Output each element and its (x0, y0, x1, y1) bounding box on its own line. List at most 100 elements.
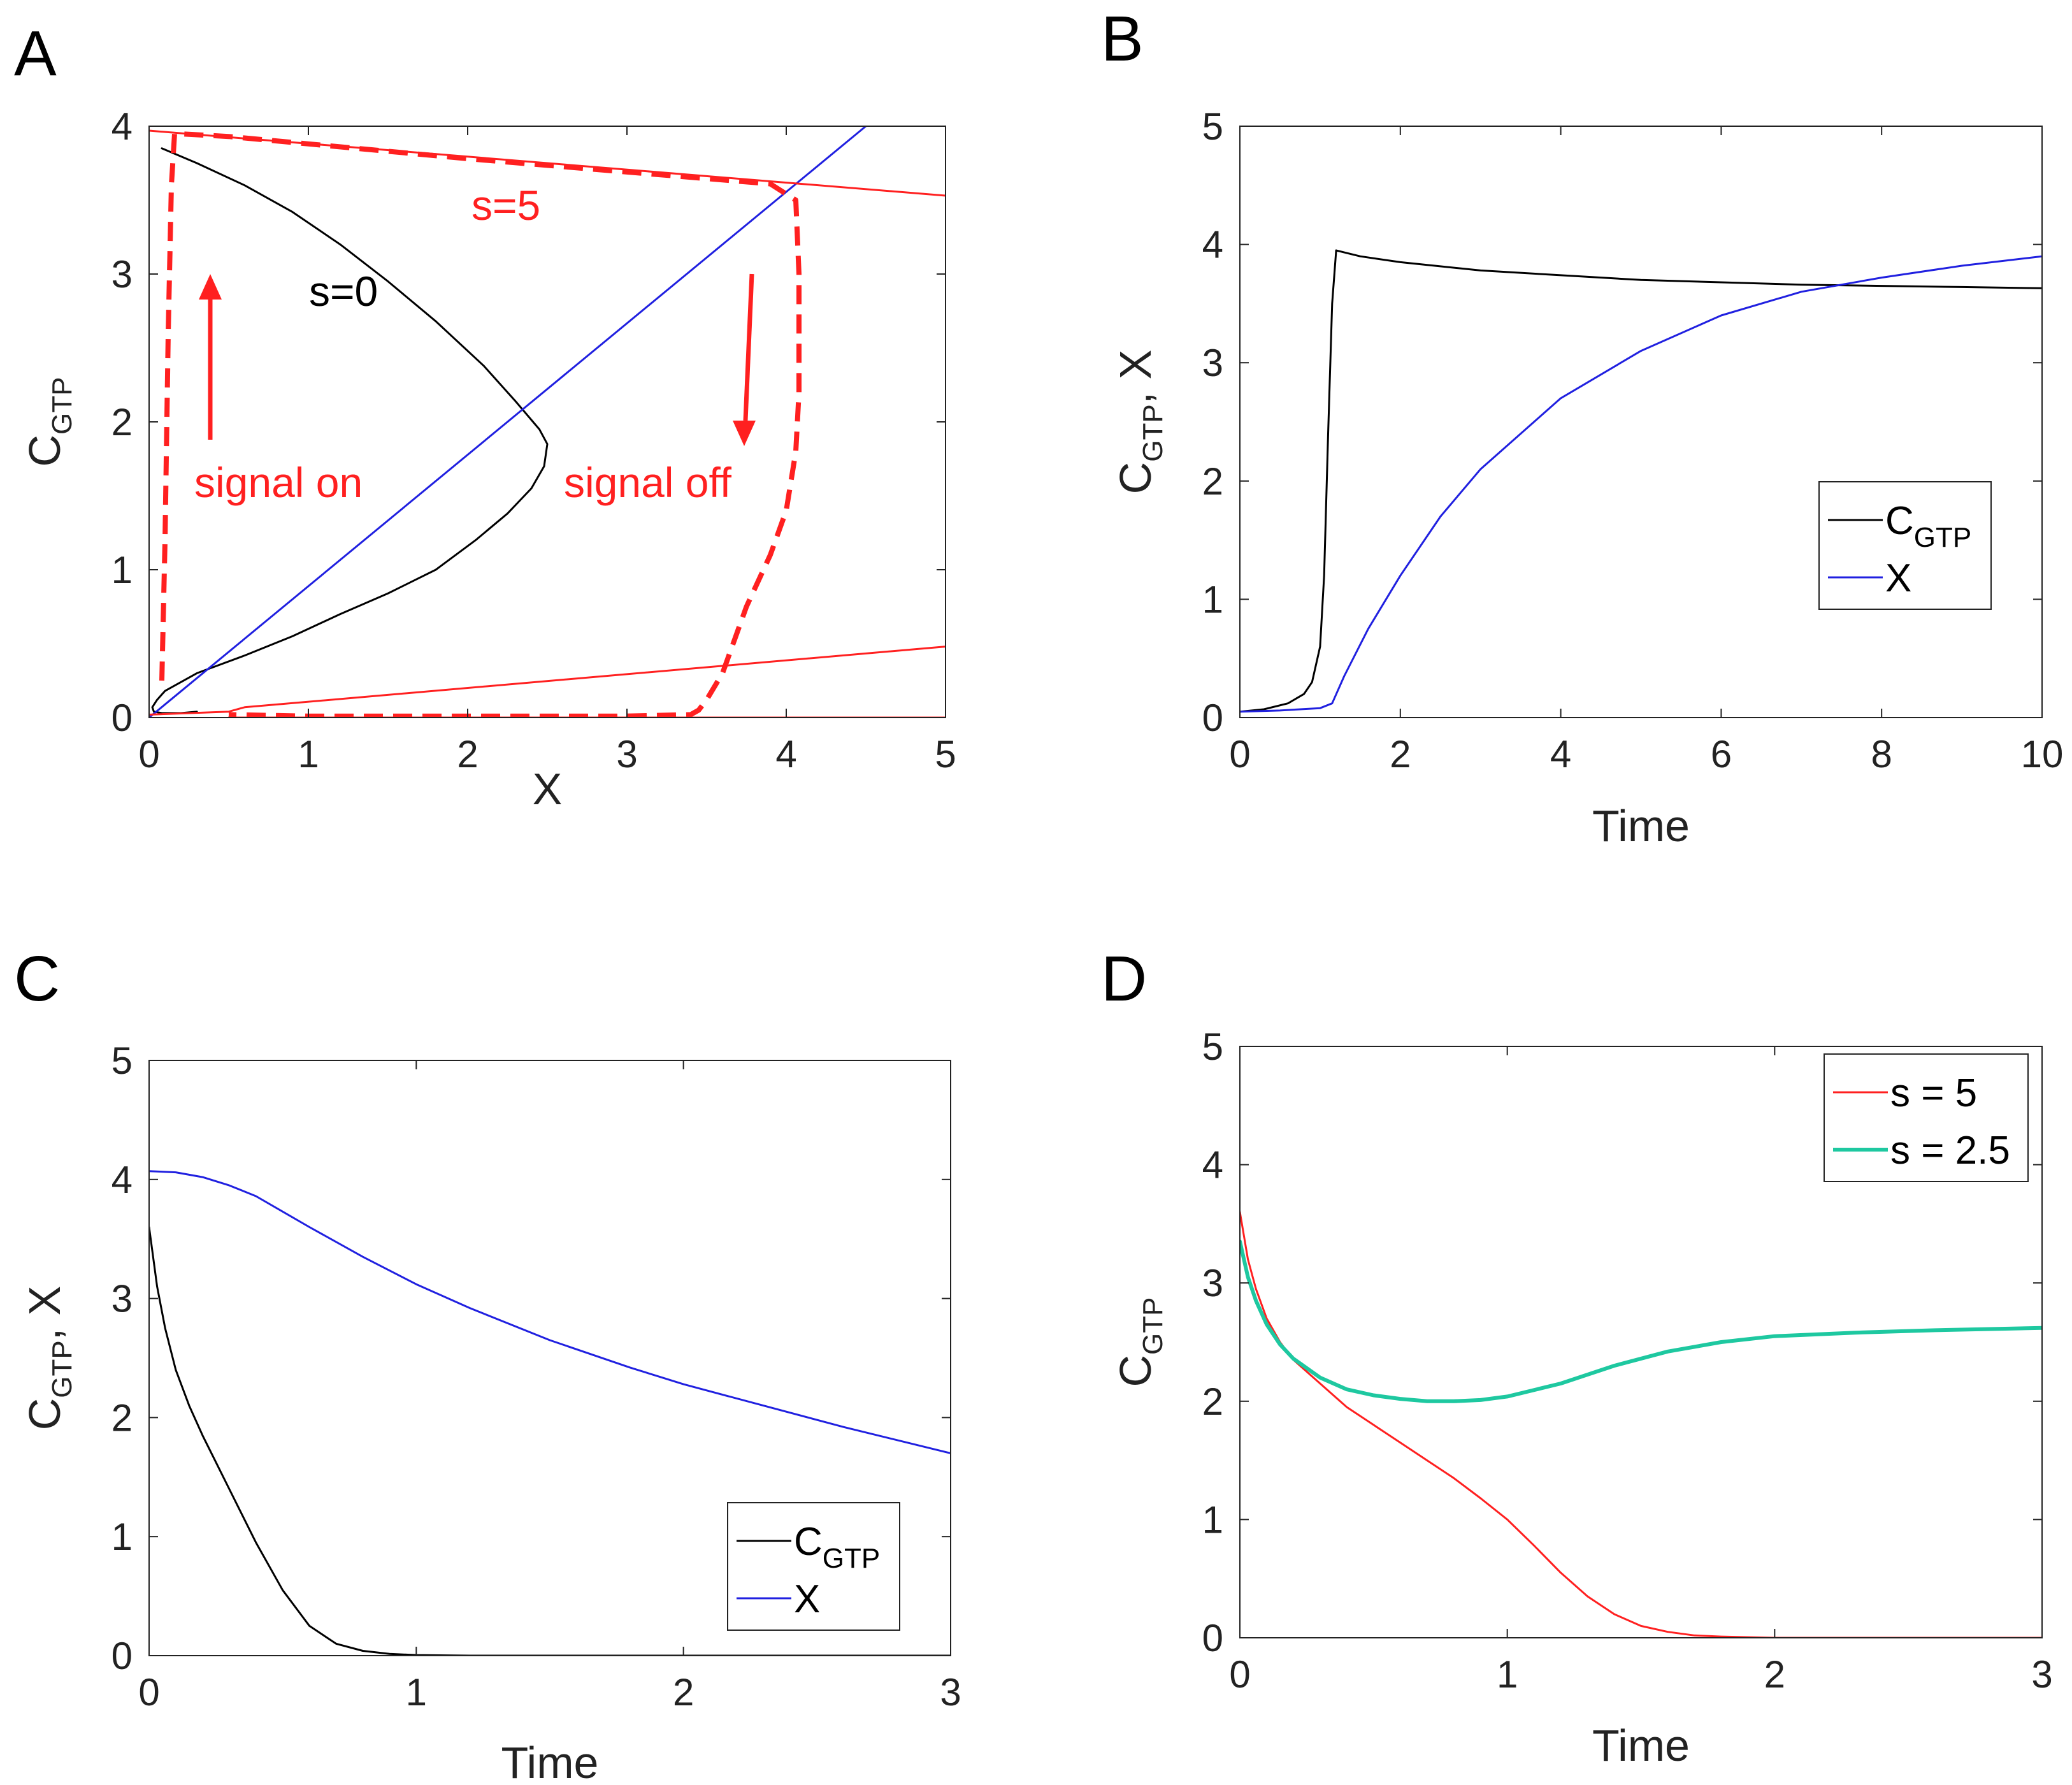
x-tick-label: 1 (406, 1671, 427, 1714)
legend-label-main: s = 5 (1890, 1071, 1977, 1115)
panel-letter: D (1101, 943, 1147, 1015)
x-tick-label: 1 (1497, 1653, 1518, 1696)
y-axis-title: CGTP, X (20, 1286, 78, 1431)
y-tick-label: 3 (112, 253, 133, 296)
series-line-s-2-5 (1240, 1239, 2042, 1403)
x-tick-label: 0 (138, 1671, 159, 1714)
legend-box (1824, 1053, 2029, 1182)
y-tick-label: 0 (112, 697, 133, 739)
legend-label: s = 5 (1890, 1071, 1977, 1115)
legend-label-main: X (1885, 556, 1911, 600)
x-tick-label: 0 (1229, 733, 1250, 776)
series-line-c-gtp (149, 1226, 951, 1656)
series-line-s-0-nullcline (151, 147, 549, 714)
y-axis-title-main: C (1111, 462, 1160, 495)
y-tick-label: 2 (112, 1396, 133, 1439)
y-axis-title-main: C (1111, 1355, 1160, 1387)
y-tick-label: 5 (1202, 1025, 1223, 1068)
y-tick-label: 1 (112, 549, 133, 591)
y-tick-label: 5 (112, 1039, 133, 1082)
series-line-s-5-nullcline-lower- (149, 646, 946, 716)
y-axis-title-rest: , X (1111, 350, 1160, 405)
y-tick-label: 5 (1202, 105, 1223, 148)
y-tick-label: 2 (112, 401, 133, 444)
legend-label: X (1885, 556, 1911, 600)
series-line-trajectory (159, 131, 802, 718)
y-tick-label: 4 (112, 105, 133, 148)
x-axis-title: Time (1592, 801, 1690, 851)
legend-label-main: s = 2.5 (1890, 1129, 2010, 1173)
axes-box (148, 126, 946, 718)
x-tick-label: 3 (940, 1671, 961, 1714)
signal-off-arrow-shaft (743, 273, 754, 421)
annotation: signal on (194, 459, 363, 506)
panel-letter: B (1101, 3, 1144, 75)
y-tick-label: 3 (1202, 1262, 1223, 1304)
series-line-x (1240, 255, 2042, 713)
x-tick-label: 0 (138, 733, 159, 776)
series-group (1240, 249, 2042, 713)
x-tick-label: 2 (1764, 1653, 1785, 1696)
y-axis-title-main: C (20, 435, 69, 467)
x-tick-label: 6 (1711, 733, 1732, 776)
y-axis-title-sub: GTP (1137, 1297, 1169, 1354)
x-axis-title: Time (1592, 1721, 1690, 1770)
y-tick-label: 4 (112, 1159, 133, 1201)
y-tick-label: 1 (1202, 578, 1223, 621)
x-tick-label: 2 (673, 1671, 694, 1714)
legend: s = 5 s = 2.5 (1824, 1053, 2029, 1182)
y-axis-title-main: C (20, 1398, 69, 1431)
axes-box (1239, 126, 2043, 718)
series-line-c-gtp (1240, 249, 2042, 713)
y-tick-label: 0 (112, 1635, 133, 1677)
y-tick-label: 4 (1202, 1144, 1223, 1187)
legend-box (727, 1502, 900, 1631)
x-tick-label: 3 (2031, 1653, 2052, 1696)
series-group (1240, 1211, 2042, 1638)
x-axis-title: X (533, 764, 563, 814)
y-tick-label: 3 (112, 1278, 133, 1320)
x-tick-label: 4 (775, 733, 796, 776)
y-axis-title-sub: GTP (47, 377, 78, 434)
y-tick-label: 2 (1202, 1380, 1223, 1423)
y-axis-title: CGTP (1111, 1297, 1169, 1387)
series-group (149, 1170, 951, 1656)
legend-label: s = 2.5 (1890, 1129, 2010, 1173)
x-tick-label: 8 (1871, 733, 1892, 776)
axes-box (1239, 1046, 2043, 1638)
y-axis-title: CGTP (20, 377, 78, 466)
annotation: signal off (564, 459, 732, 506)
signal-off-arrowhead (733, 421, 756, 446)
legend-label: CGTP (794, 1520, 880, 1574)
series-group (149, 126, 946, 718)
signal-on-arrowhead (199, 274, 222, 300)
series-line-s-5 (1240, 1211, 2042, 1638)
panel-letter: C (14, 943, 60, 1015)
annotation: s=5 (471, 182, 540, 229)
panel-A: A 0 1 2 3 4 5 0 1 2 3 4 X CGTP s=5 s=0 signal on signal o… (14, 18, 956, 814)
x-tick-label: 2 (457, 733, 478, 776)
x-tick-label: 5 (935, 733, 956, 776)
legend-label-main: C (794, 1520, 823, 1564)
x-axis-title: Time (501, 1738, 599, 1785)
y-tick-label: 1 (1202, 1498, 1223, 1541)
legend-label: CGTP (1885, 499, 1971, 553)
y-tick-label: 4 (1202, 224, 1223, 266)
annotation: s=0 (309, 268, 378, 315)
panel-D: D 0 1 2 3 0 1 2 3 4 5 Time CGTP s = 5 s = 2.5 (1101, 943, 2053, 1770)
y-axis-title-sub: GTP (47, 1340, 78, 1398)
y-tick-label: 1 (112, 1515, 133, 1558)
x-tick-label: 1 (298, 733, 319, 776)
y-tick-label: 0 (1202, 697, 1223, 739)
x-tick-label: 2 (1390, 733, 1411, 776)
axes-box (148, 1060, 951, 1656)
legend-label-sub: GTP (1914, 522, 1971, 553)
legend-box (1818, 481, 1992, 610)
y-axis-title-sub: GTP (1137, 404, 1169, 461)
